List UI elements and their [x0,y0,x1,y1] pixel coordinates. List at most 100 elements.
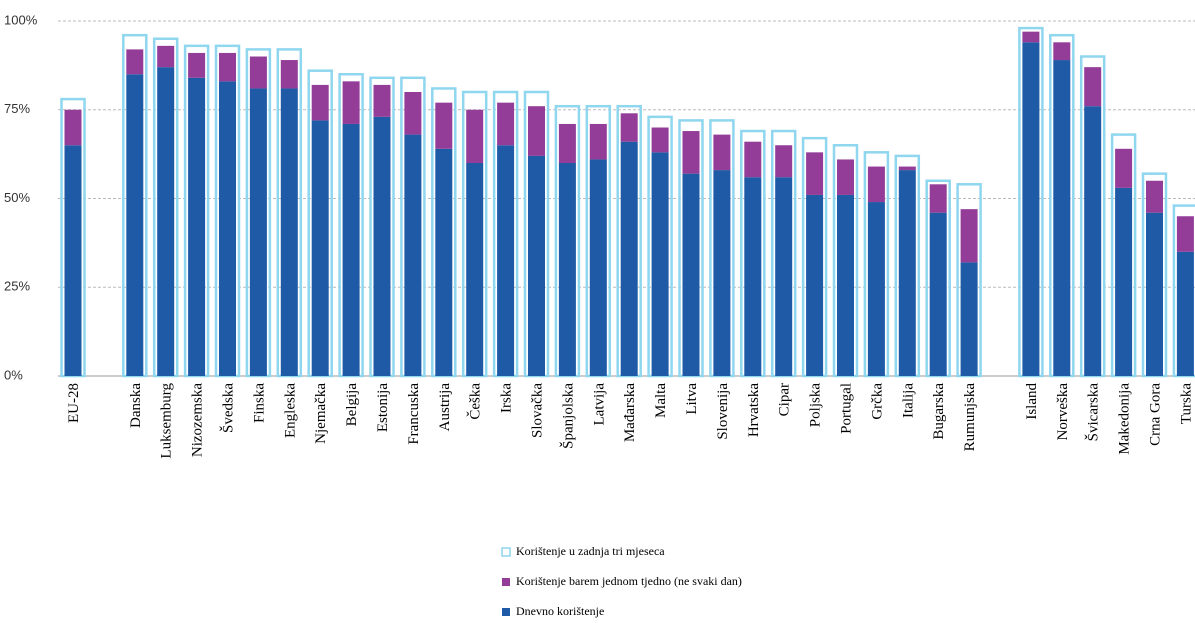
x-tick-label: Slovačka [530,383,546,438]
x-tick-label: EU-28 [66,383,82,423]
bar-segment [342,81,360,124]
x-tick-label: Latvija [591,383,607,426]
x-tick-label: Francuska [406,383,422,445]
bar-segment [435,102,453,149]
legend-swatch [501,547,511,557]
x-tick-label: Norveška [1055,383,1071,441]
x-tick-label: Mađarska [622,383,638,442]
bar-segment [373,116,391,376]
x-tick-label: Rumunjska [962,383,978,452]
x-tick-label: Belgija [344,383,360,427]
bar-segment [589,123,607,160]
bar-segment [1115,148,1133,188]
bar-segment [837,194,854,376]
bar-segment [280,60,298,89]
x-tick-label: Italija [900,383,916,418]
bar-segment [744,177,762,376]
x-tick-label: Češka [467,383,484,420]
y-tick-label: 0% [4,367,23,382]
bar-segment [960,262,978,376]
x-tick-label: Švedska [220,383,237,433]
bar-segment [558,123,576,163]
bar-segment [126,49,144,75]
bar-segment [466,163,484,376]
bar-segment [311,120,329,377]
y-tick-label: 75% [4,101,30,116]
bar-segment [558,163,576,376]
bar-segment [249,56,267,89]
bar-segment [188,77,206,377]
x-tick-label: Litva [684,383,700,415]
bar-segment [960,209,978,263]
bar-segment [806,194,824,376]
x-tick-label: Turska [1178,383,1194,424]
bar-segment [157,67,175,377]
x-tick-label: Makedonija [1117,383,1133,455]
bar-segment [1053,42,1071,61]
bar-segment [929,184,947,213]
bar-segment [1146,180,1163,213]
bar-segment [837,159,854,195]
x-tick-label: Engleska [282,383,298,438]
bar-segment [651,127,669,153]
legend-label: Korištenje u zadnja tri mjeseca [516,544,665,558]
bar-segment [188,52,206,78]
x-tick-label: Poljska [808,383,824,428]
x-tick-label: Španjolska [559,383,576,449]
bar-segment [528,155,545,376]
bar-segment [404,92,422,135]
x-tick-label: Estonija [375,383,391,433]
bar-segment [219,52,236,82]
bar-segment [435,148,453,376]
bar-segment [620,113,638,142]
x-tick-label: Irska [499,383,515,413]
bar-segment [651,152,669,376]
bar-segment [373,84,391,117]
x-tick-label: Crna Gora [1148,383,1164,446]
bar-segment [1084,67,1102,107]
bar-segment [713,170,731,376]
x-tick-label: Malta [653,383,669,418]
bar-segment [64,145,82,376]
bar-segment [898,170,916,376]
bar-segment [867,166,885,203]
legend-label: Korištenje barem jednom tjedno (ne svaki… [516,574,742,588]
x-tick-label: Hrvatska [746,383,762,437]
bar-segment [775,145,793,178]
bar-segment [898,166,916,171]
bar-segment [64,109,82,146]
x-tick-label: Portugal [839,383,855,434]
bar-segment [589,159,607,376]
x-tick-label: Grčka [869,383,885,420]
bar-segment [311,84,329,121]
legend-label: Dnevno korištenje [516,604,604,618]
bar-segment [775,177,793,376]
bar-segment [620,141,638,376]
x-tick-label: Bugarska [931,383,947,440]
bar-segment [157,45,175,68]
bar-segment [1084,106,1102,376]
bar-segment [713,134,731,171]
bar-segment [497,102,515,146]
bar-segment [1146,212,1163,376]
bar-segment [466,109,484,163]
legend-swatch [502,578,510,586]
x-tick-label: Danska [128,383,144,428]
bar-segment [1053,60,1071,377]
x-tick-label: Luksemburg [159,383,175,459]
x-tick-label: Finska [251,383,267,423]
bar-segment [1176,216,1194,252]
x-tick-label: Island [1024,383,1040,420]
bar-segment [806,152,824,195]
y-tick-label: 25% [4,279,30,294]
x-tick-label: Slovenija [715,383,731,440]
bar-segment [1022,42,1040,377]
x-tick-label: Austrija [437,383,453,432]
bar-segment [342,123,360,376]
x-tick-label: Cipar [777,383,793,416]
bar-segment [1022,31,1040,43]
bar-segment [867,202,885,376]
x-tick-label: Njemačka [313,383,329,444]
bar-segment [219,81,236,376]
